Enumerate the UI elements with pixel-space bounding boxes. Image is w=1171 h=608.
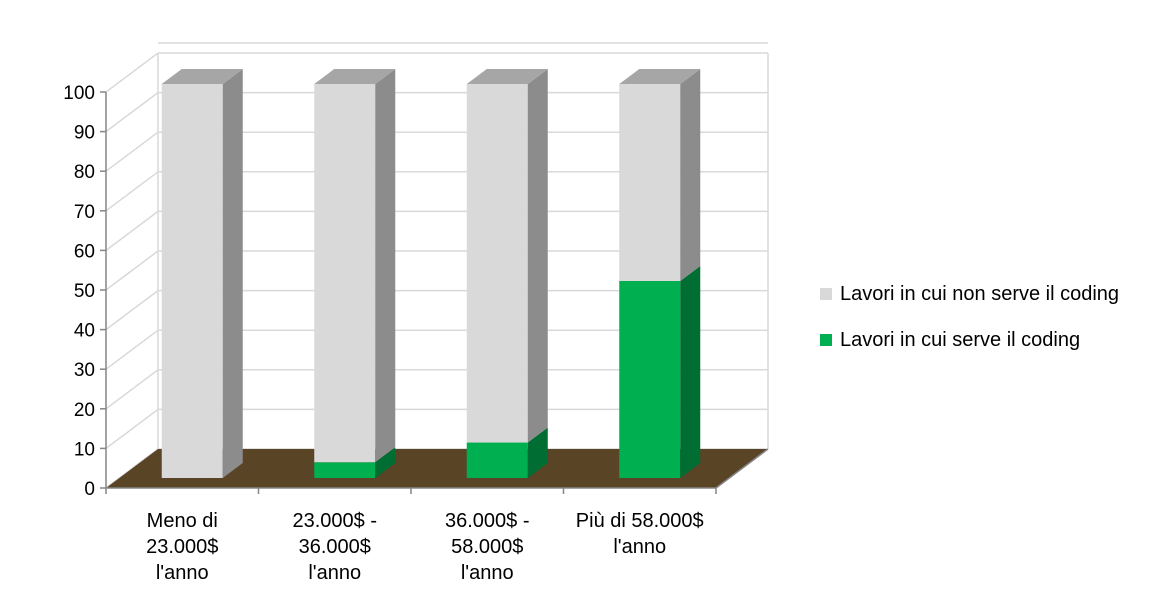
- bar-segment-front: [161, 84, 223, 478]
- x-tick-label: 23.000$ - 36.000$ l'anno: [292, 510, 377, 584]
- x-tick-label: Meno di 23.000$ l'anno: [146, 510, 218, 584]
- gridline-side: [105, 91, 159, 133]
- gridline-side: [105, 408, 159, 449]
- x-tick-label: 36.000$ - 58.000$ l'anno: [445, 510, 530, 584]
- x-tick-label-line: 58.000$: [451, 536, 523, 558]
- x-tick-label-line: l'anno: [613, 536, 666, 558]
- y-tick-label: 0: [84, 479, 95, 500]
- y-tick-labels: 0 10 20 30 40 50 60 70 80 90 100: [63, 83, 95, 500]
- legend-label-coding: Lavori in cui serve il coding: [840, 328, 1081, 351]
- legend-item-non-coding: Lavori in cui non serve il coding: [820, 282, 1119, 306]
- y-tick-label: 100: [63, 83, 95, 104]
- bar-segment-top: [619, 69, 701, 84]
- bar-segment-side: [680, 69, 701, 281]
- y-tick-label: 50: [74, 281, 95, 302]
- legend-swatch-coding: [820, 334, 832, 346]
- bar-segment-side: [527, 427, 548, 478]
- gridline-side: [105, 290, 159, 331]
- bar-stack: [619, 69, 701, 478]
- gridline-side: [105, 329, 159, 370]
- x-tick-label-line: l'anno: [156, 562, 209, 584]
- bar-segment-front: [314, 84, 376, 463]
- bar-segment-side: [375, 447, 396, 478]
- bar-segment-top: [314, 69, 396, 84]
- x-tick-label-line: Più di 58.000$: [576, 510, 704, 532]
- y-tick-label: 60: [74, 241, 95, 262]
- gridline-side: [105, 131, 159, 172]
- x-tick-label-line: 36.000$: [299, 536, 371, 558]
- x-tick-label-line: 36.000$ -: [445, 510, 530, 532]
- y-tick-label: 20: [74, 400, 95, 421]
- x-tick-labels: Meno di 23.000$ l'anno 23.000$ - 36.000$ l'an…: [146, 510, 704, 584]
- gridline-side: [105, 210, 159, 251]
- bar-segment-side: [680, 266, 701, 478]
- bar-segment-side: [375, 69, 396, 463]
- bar-segment-top: [466, 69, 548, 84]
- bar-segment-front: [466, 84, 528, 443]
- bar-segment-top: [161, 69, 243, 84]
- y-tick-label: 30: [74, 360, 95, 381]
- bars: [161, 69, 701, 478]
- gridline-side: [105, 171, 159, 212]
- x-tick-label-line: 23.000$: [146, 536, 218, 558]
- bar-stack: [466, 69, 548, 478]
- x-tick-label-line: l'anno: [308, 562, 361, 584]
- legend: Lavori in cui non serve il coding Lavori…: [820, 282, 1119, 374]
- gridline-side: [105, 250, 159, 291]
- bar-segment-side: [527, 69, 548, 443]
- bar-segment-front: [619, 84, 681, 281]
- y-tick-label: 80: [74, 162, 95, 183]
- x-tick-label: Più di 58.000$ l'anno: [576, 510, 704, 558]
- y-tick-label: 90: [74, 123, 95, 144]
- y-tick-label: 70: [74, 202, 95, 223]
- bar-segment-front: [619, 281, 681, 478]
- bar-segment-side: [222, 69, 243, 478]
- bar-stack: [314, 69, 396, 478]
- x-tick-label-line: Meno di: [147, 510, 218, 532]
- x-tick-label-line: 23.000$ -: [292, 510, 377, 532]
- legend-label-non-coding: Lavori in cui non serve il coding: [840, 282, 1120, 305]
- floor-plane: [106, 449, 768, 488]
- legend-swatch-non-coding: [820, 288, 832, 300]
- gridline-side: [105, 52, 159, 93]
- gridline-side: [105, 369, 159, 410]
- bar-segment-front: [314, 462, 376, 478]
- x-tick-label-line: l'anno: [461, 562, 514, 584]
- chart-floor: [106, 449, 768, 488]
- y-tick-label: 10: [74, 439, 95, 460]
- x-axis-depth-line: [715, 448, 769, 489]
- bar-segment-front: [466, 442, 528, 478]
- legend-item-coding: Lavori in cui serve il coding: [820, 328, 1119, 352]
- axes: [100, 91, 769, 494]
- y-tick-label: 40: [74, 321, 95, 342]
- bar-stack: [161, 69, 243, 478]
